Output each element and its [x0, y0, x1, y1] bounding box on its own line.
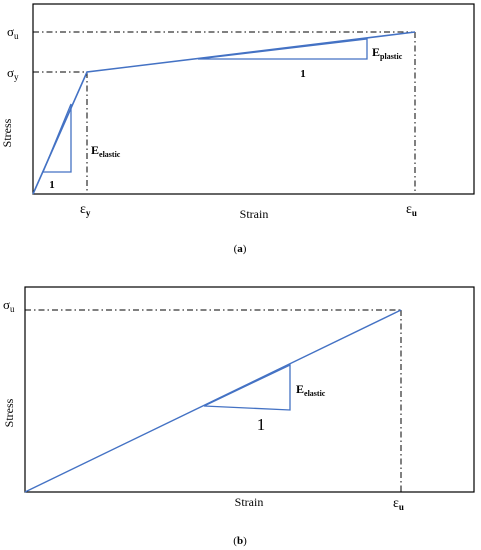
panel-a-e-elastic-label: Eelastic [91, 143, 121, 159]
panel-b: Stress Strain σu εu Eelastic 1 (b) [2, 286, 475, 547]
panel-b-sigma-u-label: σu [3, 297, 15, 314]
panel-a: Stress Strain σu σy εy εu Eelastic Eplas… [0, 3, 475, 255]
panel-b-eps-u-label: εu [393, 496, 404, 512]
panel-b-frame [24, 286, 475, 493]
panel-a-y-axis-label: Stress [0, 118, 14, 147]
panel-a-elastic-slope-triangle [42, 103, 72, 173]
panel-a-plastic-run-label: 1 [300, 68, 306, 80]
panel-b-elastic-slope-triangle [203, 363, 291, 411]
panel-b-x-axis-label: Strain [235, 495, 264, 509]
panel-a-caption: (a) [234, 243, 247, 255]
panel-a-plastic-slope-triangle [197, 38, 368, 60]
panel-a-elastic-run-label: 1 [49, 179, 55, 191]
panel-a-x-axis-label: Strain [240, 207, 269, 221]
panel-a-frame [32, 3, 475, 195]
panel-a-eps-u-label: εu [406, 202, 417, 218]
panel-b-caption: (b) [233, 535, 247, 547]
panel-a-sigma-y-label: σy [7, 65, 19, 82]
panel-b-y-axis-label: Stress [2, 398, 16, 427]
panel-b-e-elastic-label: Eelastic [296, 382, 326, 398]
panel-a-sigma-u-label: σu [7, 24, 19, 41]
panel-a-e-plastic-label: Eplastic [372, 45, 403, 61]
panel-a-eps-y-label: εy [80, 202, 91, 218]
panel-b-run-label: 1 [257, 415, 266, 434]
